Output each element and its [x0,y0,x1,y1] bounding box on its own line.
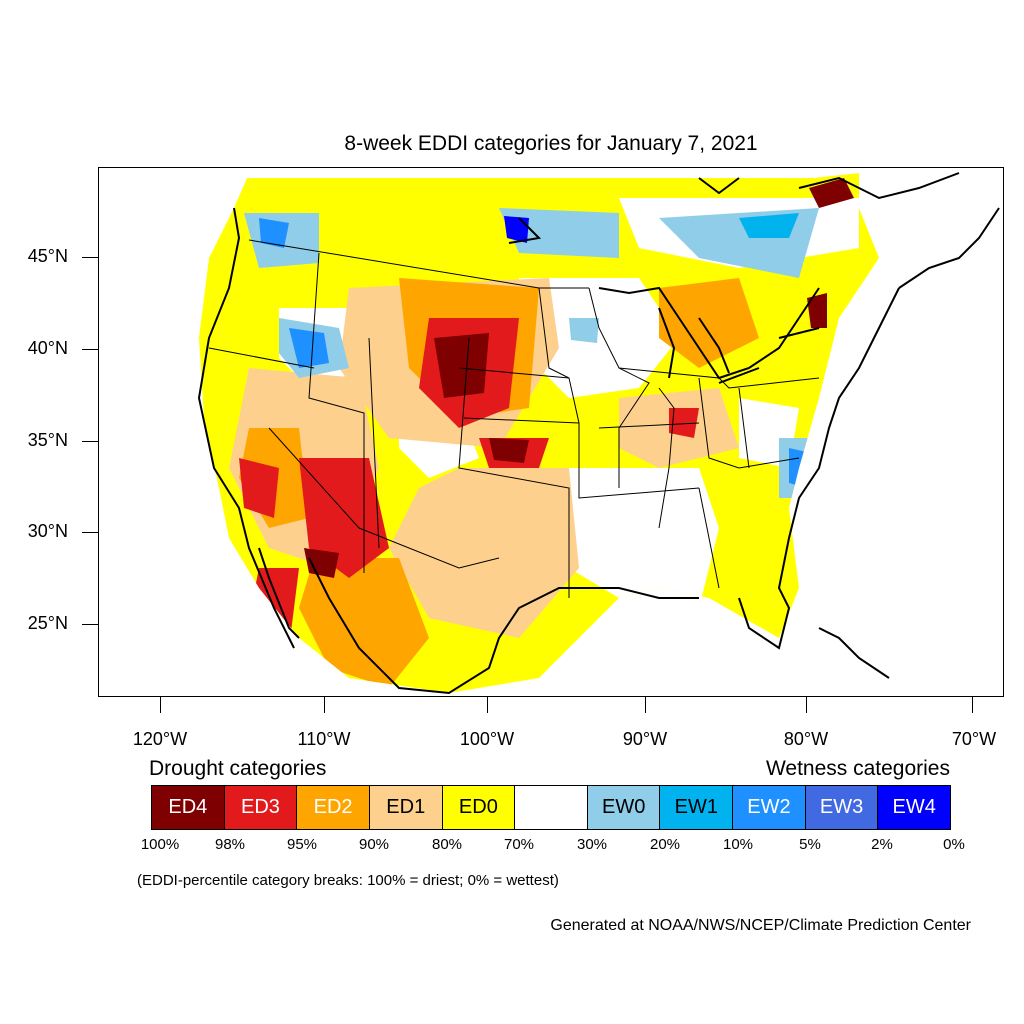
lon-tick [487,697,488,713]
legend-ed2: ED2 [297,786,370,829]
legend-ew0: EW0 [587,786,661,829]
legend-ed0: ED0 [442,786,516,829]
legend-ed1: ED1 [369,786,443,829]
lon-tick [806,697,807,713]
eddi-map [98,167,1004,697]
lat-tick [82,532,98,533]
break-label: 80% [431,836,463,853]
lat-label: 35°N [27,430,68,450]
eddi-fill [199,173,879,693]
credit-line: Generated at NOAA/NWS/NCEP/Climate Predi… [550,917,971,934]
lon-label: 120°W [132,729,188,749]
coastlines [197,172,1000,695]
lat-label: 25°N [27,613,68,633]
legend-ew2: EW2 [733,786,806,829]
break-label: 100% [140,836,180,853]
break-label: 2% [871,836,893,853]
eddi-map-graphic [197,172,1000,695]
legend-ed4: ED4 [152,786,225,829]
lat-label: 40°N [27,338,68,358]
break-label: 95% [286,836,318,853]
wetness-heading: Wetness categories [765,757,950,780]
legend-ew4: EW4 [878,786,951,829]
legend-ew1: EW1 [660,786,734,829]
break-label: 20% [649,836,681,853]
legend-ed3: ED3 [224,786,298,829]
lon-label: 100°W [459,729,515,749]
lon-tick [645,697,646,713]
break-label: 5% [799,836,821,853]
map-title: 8-week EDDI categories for January 7, 20… [344,132,758,155]
lat-tick [82,441,98,442]
break-label: 10% [722,836,754,853]
break-label: 0% [943,836,965,853]
state-boundaries [208,239,820,598]
lon-tick [972,697,973,713]
break-label: 30% [576,836,608,853]
lon-label: 90°W [622,729,668,749]
lon-label: 70°W [951,729,997,749]
lat-label: 30°N [27,521,68,541]
lat-tick [82,257,98,258]
drought-heading: Drought categories [149,757,327,780]
category-note: (EDDI-percentile category breaks: 100% =… [137,872,559,889]
legend-neutral [515,786,588,829]
legend-ew3: EW3 [805,786,879,829]
lon-label: 80°W [783,729,829,749]
lon-tick [324,697,325,713]
break-label: 98% [214,836,246,853]
lat-tick [82,624,98,625]
category-legend: ED4 ED3 ED2 ED1 ED0 EW0 EW1 EW2 EW3 EW4 [151,785,951,830]
lon-tick [160,697,161,713]
break-label: 70% [503,836,535,853]
break-label: 90% [358,836,390,853]
lon-label: 110°W [297,729,351,749]
lat-label: 45°N [27,246,68,266]
lat-tick [82,349,98,350]
